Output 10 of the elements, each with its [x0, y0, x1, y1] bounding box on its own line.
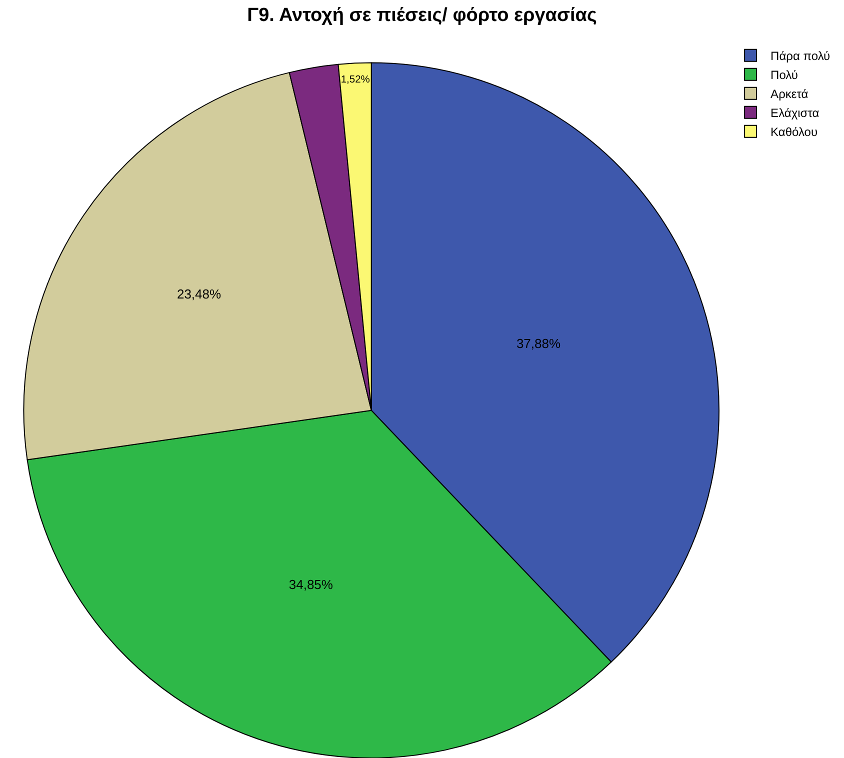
- chart-title: Γ9. Αντοχή σε πιέσεις/ φόρτο εργασίας: [247, 4, 597, 26]
- legend-label: Ελάχιστα: [770, 106, 820, 120]
- legend-label: Αρκετά: [770, 87, 808, 102]
- legend-label: Πολύ: [770, 68, 798, 82]
- data-label: 23,48%: [176, 286, 222, 302]
- data-label: 37,88%: [516, 336, 561, 351]
- data-label: 34,85%: [288, 576, 334, 592]
- data-label: 1,52%: [340, 74, 370, 86]
- legend-label: Πάρα πολύ: [770, 49, 830, 64]
- legend-label: Καθόλου: [770, 125, 818, 140]
